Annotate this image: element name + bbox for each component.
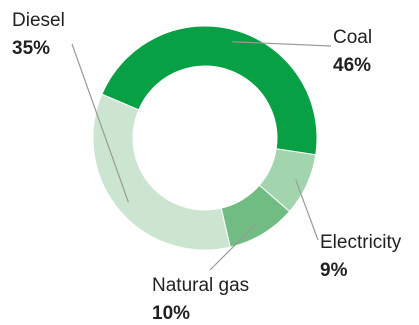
slice-label-natural-gas: Natural gas — [152, 275, 249, 296]
slice-value-coal: 46% — [333, 55, 371, 76]
slice-label-coal: Coal — [333, 27, 372, 48]
label-electricity: Electricity 9% — [320, 232, 402, 281]
leader-lines — [71, 41, 332, 271]
slice-value-diesel: 35% — [12, 38, 50, 59]
leader-line-diesel — [71, 43, 129, 203]
leader-line-coal — [232, 41, 332, 47]
slice-label-diesel: Diesel — [12, 10, 65, 31]
slice-coal — [101, 25, 318, 156]
leader-line-electricity — [295, 179, 319, 241]
slice-value-natural-gas: 10% — [152, 303, 190, 324]
leader-line-natural-gas — [209, 223, 257, 271]
slice-diesel — [92, 93, 231, 251]
slice-value-electricity: 9% — [320, 260, 348, 281]
label-coal: Coal 46% — [333, 27, 372, 76]
slice-label-electricity: Electricity — [320, 232, 402, 253]
label-diesel: Diesel 35% — [12, 10, 65, 59]
donut-slices — [92, 25, 318, 251]
label-natural-gas: Natural gas 10% — [152, 275, 249, 324]
